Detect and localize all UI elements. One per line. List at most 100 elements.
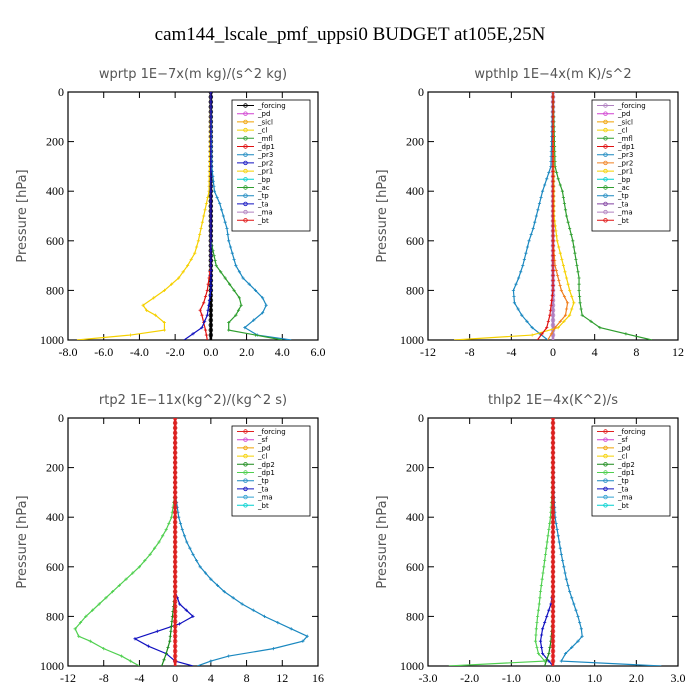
series-point [213,259,217,263]
series-point [545,326,549,330]
legend-label: _cl [257,127,267,135]
series-point [566,282,570,286]
series-point [172,584,178,589]
legend-label: _ma [257,209,273,217]
series-point [551,219,555,223]
series-point [88,639,92,643]
legend-label: _bp [617,176,631,184]
series-point [564,276,569,280]
legend-label: _sf [257,436,268,444]
series-point [514,282,518,286]
series-point [227,654,231,658]
series-point [550,465,556,470]
chart-panel-1: wprtp 1E−7x(m kg)/(s^2 kg) Pressure [hPa]… [15,67,326,359]
series-point [551,179,555,183]
series-point [539,633,544,637]
series-point [575,264,579,268]
series-point [172,658,178,664]
x-tick-label: -4.0 [130,345,149,359]
series-point [209,204,213,208]
series-point [172,455,178,460]
series-point [535,645,539,649]
series-point [200,326,204,330]
series-point [214,264,218,268]
series-point [228,282,232,286]
series-point [543,559,547,563]
x-tick-label: 4 [208,671,214,685]
series-point [232,257,236,261]
series-point [212,189,217,193]
series-point [172,425,178,431]
series-point [550,490,556,495]
series-point [209,659,213,663]
series-point [548,313,552,317]
series-point [551,189,555,193]
legend-item: _ta [237,485,269,493]
legend-swatch-marker [243,429,248,434]
series-point [230,251,234,255]
series-point [264,303,268,307]
legend-item: _ta [597,485,629,493]
series-point [208,327,214,333]
series-line [512,92,554,340]
legend-swatch-marker [603,185,608,190]
y-tick-label: 400 [406,184,424,198]
legend-label: _ta [617,200,629,208]
legend-label: _cl [617,127,627,135]
series-point [172,450,178,455]
figure-title: cam144_lscale_pmf_uppsi0 BUDGET at105E,2… [155,24,546,45]
series-point [209,100,213,104]
legend-swatch-marker [243,136,248,141]
series-point [568,313,572,317]
series-point [131,571,135,575]
series-point [537,202,542,206]
series-point [543,621,547,625]
series-point [578,621,582,625]
x-tick-label: 0.0 [546,671,561,685]
series-point [550,534,556,540]
series-point [551,268,555,273]
series-point [133,637,137,641]
chart-panel-2: wpthlp 1E−4x(m K)/s^2 Pressure [hPa] -12 -8… [375,67,684,359]
series-point [153,313,158,317]
series-point [172,589,178,594]
series-point [261,296,265,300]
y-tick-label: 800 [406,283,424,297]
series-point [208,317,214,323]
series-point [598,326,602,330]
series-point [551,288,555,292]
series-point [572,245,576,249]
series-point [172,564,178,570]
series-point [550,619,556,624]
legend-item: _pr1 [237,168,273,176]
series-point [219,208,224,212]
legend-swatch-marker [243,218,248,223]
series-point [556,177,560,181]
series-point [549,332,554,336]
series-point [541,571,545,575]
series-point [573,251,577,255]
series-point [209,278,213,283]
y-axis-label: Pressure [hPa] [15,495,30,588]
series-point [276,621,280,625]
series-point [102,647,106,651]
series-point [203,328,208,332]
plot-frame [67,91,319,341]
series-point [550,480,556,485]
legend-item: _cl [597,453,627,461]
series-point [189,257,193,261]
series-point [571,239,575,243]
series-point [209,174,213,178]
series-point [305,634,309,638]
series-point [209,264,213,268]
series-point [172,460,178,465]
legend-item: _cl [597,127,627,135]
legend-swatch-marker [603,462,608,467]
series-point [624,332,628,336]
series-point [551,110,555,114]
legend-label: _mfl [257,135,273,143]
legend-item: _bp [237,176,271,184]
series-point [550,554,556,560]
legend-label: _pr1 [257,168,273,176]
series-point [209,95,213,99]
